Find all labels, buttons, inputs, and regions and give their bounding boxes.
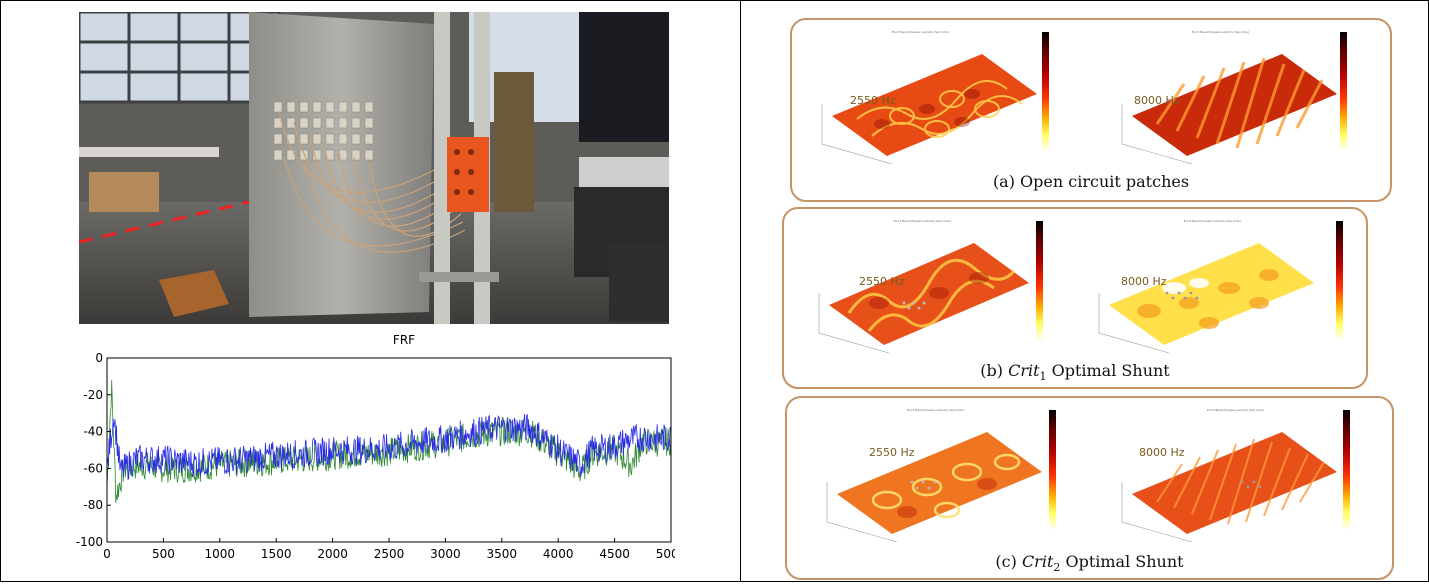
mini-plot-title-left: Eco3 Beam/Square velocity (Sqr.mdo) [907,408,964,412]
x-tick-label: 0 [103,547,111,561]
surface-plot-left [821,54,1037,164]
mini-plot-title-left: Eco3 Beam/Square velocity (Sqr.mdo) [894,219,951,223]
frequency-label-left: 2550 Hz [859,275,905,288]
colorbar-left [1049,410,1056,530]
x-tick-label: 500 [152,547,175,561]
panel-crit2-optimal-shunt: Eco3 Beam/Square velocity (Sqr.mdo) Eco3… [785,396,1394,580]
x-tick-label: 4500 [599,547,630,561]
x-tick-label: 4000 [543,547,574,561]
panel-caption: (c) Crit2 Optimal Shunt [787,552,1392,574]
y-tick-label: 0 [95,351,103,365]
colorbar-right [1336,221,1343,341]
caption-prefix: (c) [995,552,1022,571]
caption-subscript: 2 [1053,561,1061,575]
y-tick-label: -100 [76,535,103,549]
mini-plot-title-right: Eco3 Beam/Square velocity (Sqr.mdo) [1192,30,1249,34]
series-line-1 [106,413,672,481]
x-tick-label: 3500 [487,547,518,561]
surface-plot-left [818,243,1029,353]
panel-caption: (a) Open circuit patches [792,172,1390,191]
chart-title: FRF [393,333,415,347]
colorbar-right [1340,32,1347,152]
colorbar-left [1036,221,1043,341]
frf-chart: FRF 0 500 1000 1500 2000 2500 3000 3500 4000 4500… [75,330,687,580]
frequency-label-right: 8000 Hz [1134,94,1180,107]
caption-crit: Crit [1021,552,1054,571]
surface-plot-right [1098,243,1314,353]
y-tick-label: -20 [83,388,103,402]
frf-chart-svg: FRF 0 500 1000 1500 2000 2500 3000 3500 4000 4500… [76,333,687,561]
y-tick-label: -60 [83,461,103,475]
frequency-label-right: 8000 Hz [1139,446,1185,459]
frequency-label-left: 2550 Hz [850,94,896,107]
caption-text: Open circuit patches [1020,172,1190,191]
caption-prefix: (a) [992,172,1021,191]
caption-prefix: (b) [980,361,1009,380]
surface-plot-right [1121,432,1337,542]
x-tick-label: 3000 [430,547,461,561]
column-divider [740,0,741,582]
colorbar-right [1343,410,1350,530]
y-tick-label: -40 [83,425,103,439]
surface-plot-right [1121,54,1337,164]
panel-crit1-optimal-shunt: Eco3 Beam/Square velocity (Sqr.mdo) Eco3… [782,207,1368,389]
photo-illustration [79,12,669,324]
series-line-2 [106,379,672,503]
caption-text: Optimal Shunt [1046,361,1170,380]
y-tick-label: -80 [83,498,103,512]
x-tick-label: 2500 [374,547,405,561]
x-tick-label: 1500 [261,547,292,561]
mini-plot-title-right: Eco3 Beam/Square velocity (Sqr.mdo) [1184,219,1241,223]
experimental-setup-photo [79,12,669,324]
mini-plot-title-right: Eco3 Beam/Square velocity (Sqr.mdo) [1207,408,1264,412]
panel-caption: (b) Crit1 Optimal Shunt [784,361,1366,383]
caption-crit: Crit [1008,361,1040,380]
surface-plot-left [826,432,1042,542]
x-tick-label: 2000 [317,547,348,561]
caption-subscript: 1 [1039,370,1047,384]
panel-open-circuit: Eco3 Beam/Square velocity (Sqr.mdo) Eco3… [790,18,1392,202]
colorbar-left [1042,32,1049,152]
frequency-label-left: 2550 Hz [869,446,915,459]
caption-text: Optimal Shunt [1060,552,1184,571]
frequency-label-right: 8000 Hz [1121,275,1167,288]
mini-plot-title-left: Eco3 Beam/Square velocity (Sqr.mdo) [892,30,949,34]
x-tick-label: 1000 [205,547,236,561]
